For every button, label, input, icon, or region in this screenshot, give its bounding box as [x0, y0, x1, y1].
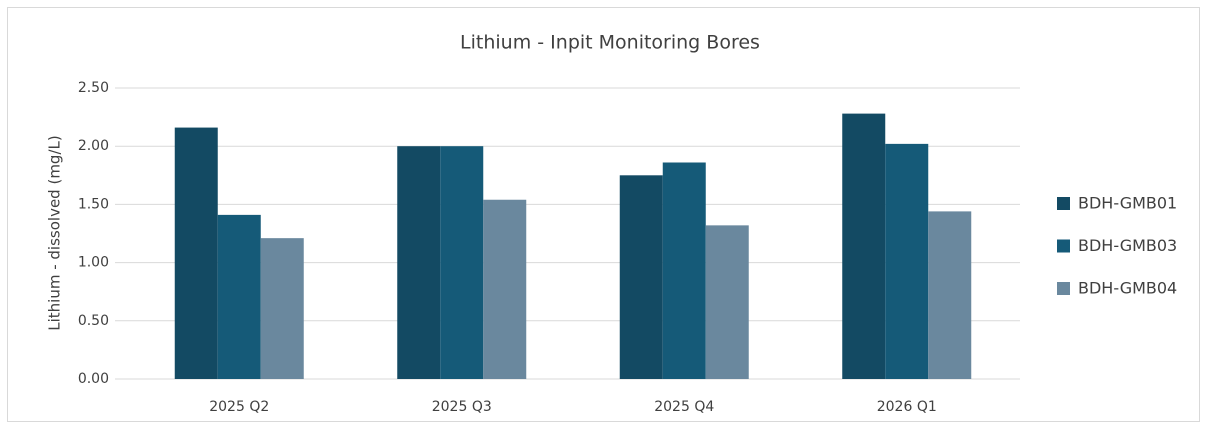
y-tick-label: 2.00 — [78, 138, 109, 154]
y-tick-label: 1.00 — [78, 255, 109, 271]
bar — [217, 214, 261, 379]
bar — [885, 143, 929, 379]
y-tick-label: 0.00 — [78, 371, 109, 387]
bar — [928, 211, 972, 379]
y-axis-label: Lithium - dissolved (mg/L) — [46, 135, 64, 330]
bar — [619, 175, 663, 379]
bar — [662, 162, 706, 379]
bar — [440, 146, 484, 379]
y-tick-label: 1.50 — [78, 196, 109, 212]
legend-label: BDH-GMB03 — [1078, 236, 1177, 255]
bar — [397, 146, 441, 379]
x-tick-label: 2025 Q4 — [654, 399, 714, 415]
x-tick-label: 2025 Q2 — [209, 399, 269, 415]
x-tick-label: 2026 Q1 — [877, 399, 937, 415]
y-tick-label: 0.50 — [78, 313, 109, 329]
legend-swatch — [1057, 282, 1070, 295]
chart-title: Lithium - Inpit Monitoring Bores — [460, 32, 760, 54]
legend-label: BDH-GMB04 — [1078, 279, 1177, 298]
legend-label: BDH-GMB01 — [1078, 194, 1177, 213]
legend-swatch — [1057, 239, 1070, 253]
bar — [174, 127, 218, 380]
legend-swatch — [1057, 197, 1070, 210]
bar — [483, 199, 527, 379]
bar — [260, 238, 304, 379]
x-tick-label: 2025 Q3 — [432, 399, 492, 415]
y-tick-label: 2.50 — [78, 80, 109, 96]
bar — [842, 113, 886, 379]
bar — [705, 225, 749, 379]
